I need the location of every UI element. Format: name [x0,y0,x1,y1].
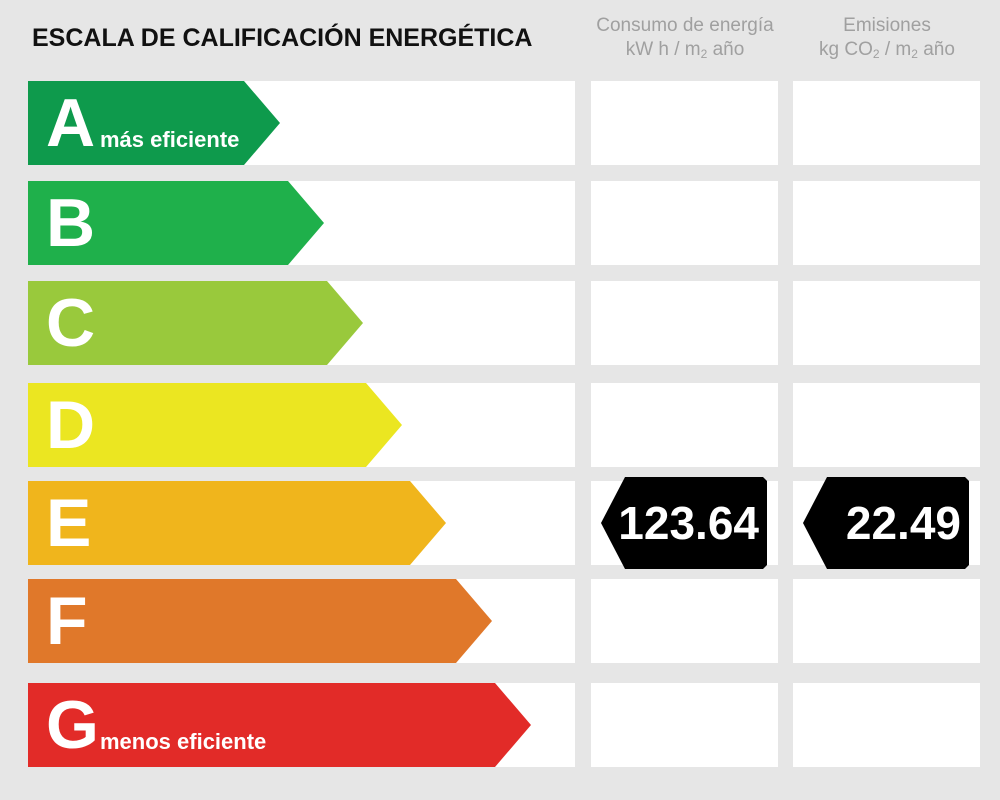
consumption-rating-tag: 123.64 [601,477,767,569]
emissions-header-unit: kg CO2 / m2 año [819,39,955,61]
scale-row-c: C [28,281,575,365]
scale-row-b: B [28,181,575,265]
emissions-header-line1: Emisiones [843,15,931,36]
consumption-rating-tag-value: 123.64 [618,497,759,549]
consumption-header-line1: Consumo de energía [596,15,774,36]
consumption-cell-d [591,383,778,467]
consumption-cell-c [591,281,778,365]
rating-arrow-f: F [28,579,492,663]
emissions-rating-tag-value: 22.49 [845,497,961,549]
scale-row-f: F [28,579,575,663]
emissions-cell-c [793,281,980,365]
rating-letter: E [46,485,92,561]
consumption-cell-a [591,81,778,165]
emissions-cell-d [793,383,980,467]
rating-letter: B [46,185,96,261]
page-title: ESCALA DE CALIFICACIÓN ENERGÉTICA [32,24,533,52]
scale-row-d: D [28,383,575,467]
consumption-cell-b [591,181,778,265]
consumption-column-header: Consumo de energía kW h / m2 año [590,14,780,62]
rating-letter: C [46,285,96,361]
rating-arrow-c: C [28,281,363,365]
emissions-cell-e: 22.49 [793,477,980,569]
consumption-header-unit: kW h / m2 año [625,39,745,61]
rating-arrow-e: E [28,481,446,565]
rating-letter: A [46,85,96,161]
rating-letter: F [46,583,88,659]
rating-arrow-b: B [28,181,324,265]
consumption-cell-g [591,683,778,767]
rating-label: más eficiente [100,127,240,152]
rating-arrow-d: D [28,383,402,467]
emissions-cell-b [793,181,980,265]
emissions-rating-tag: 22.49 [803,477,969,569]
rating-letter: G [46,687,99,763]
rating-label: menos eficiente [100,729,267,754]
emissions-cell-f [793,579,980,663]
scale-row-e: E [28,481,575,565]
emissions-column-header: Emisiones kg CO2 / m2 año [792,14,982,62]
emissions-cell-g [793,683,980,767]
consumption-cell-f [591,579,778,663]
consumption-cell-e: 123.64 [591,477,778,569]
emissions-cell-a [793,81,980,165]
rating-letter: D [46,387,96,463]
